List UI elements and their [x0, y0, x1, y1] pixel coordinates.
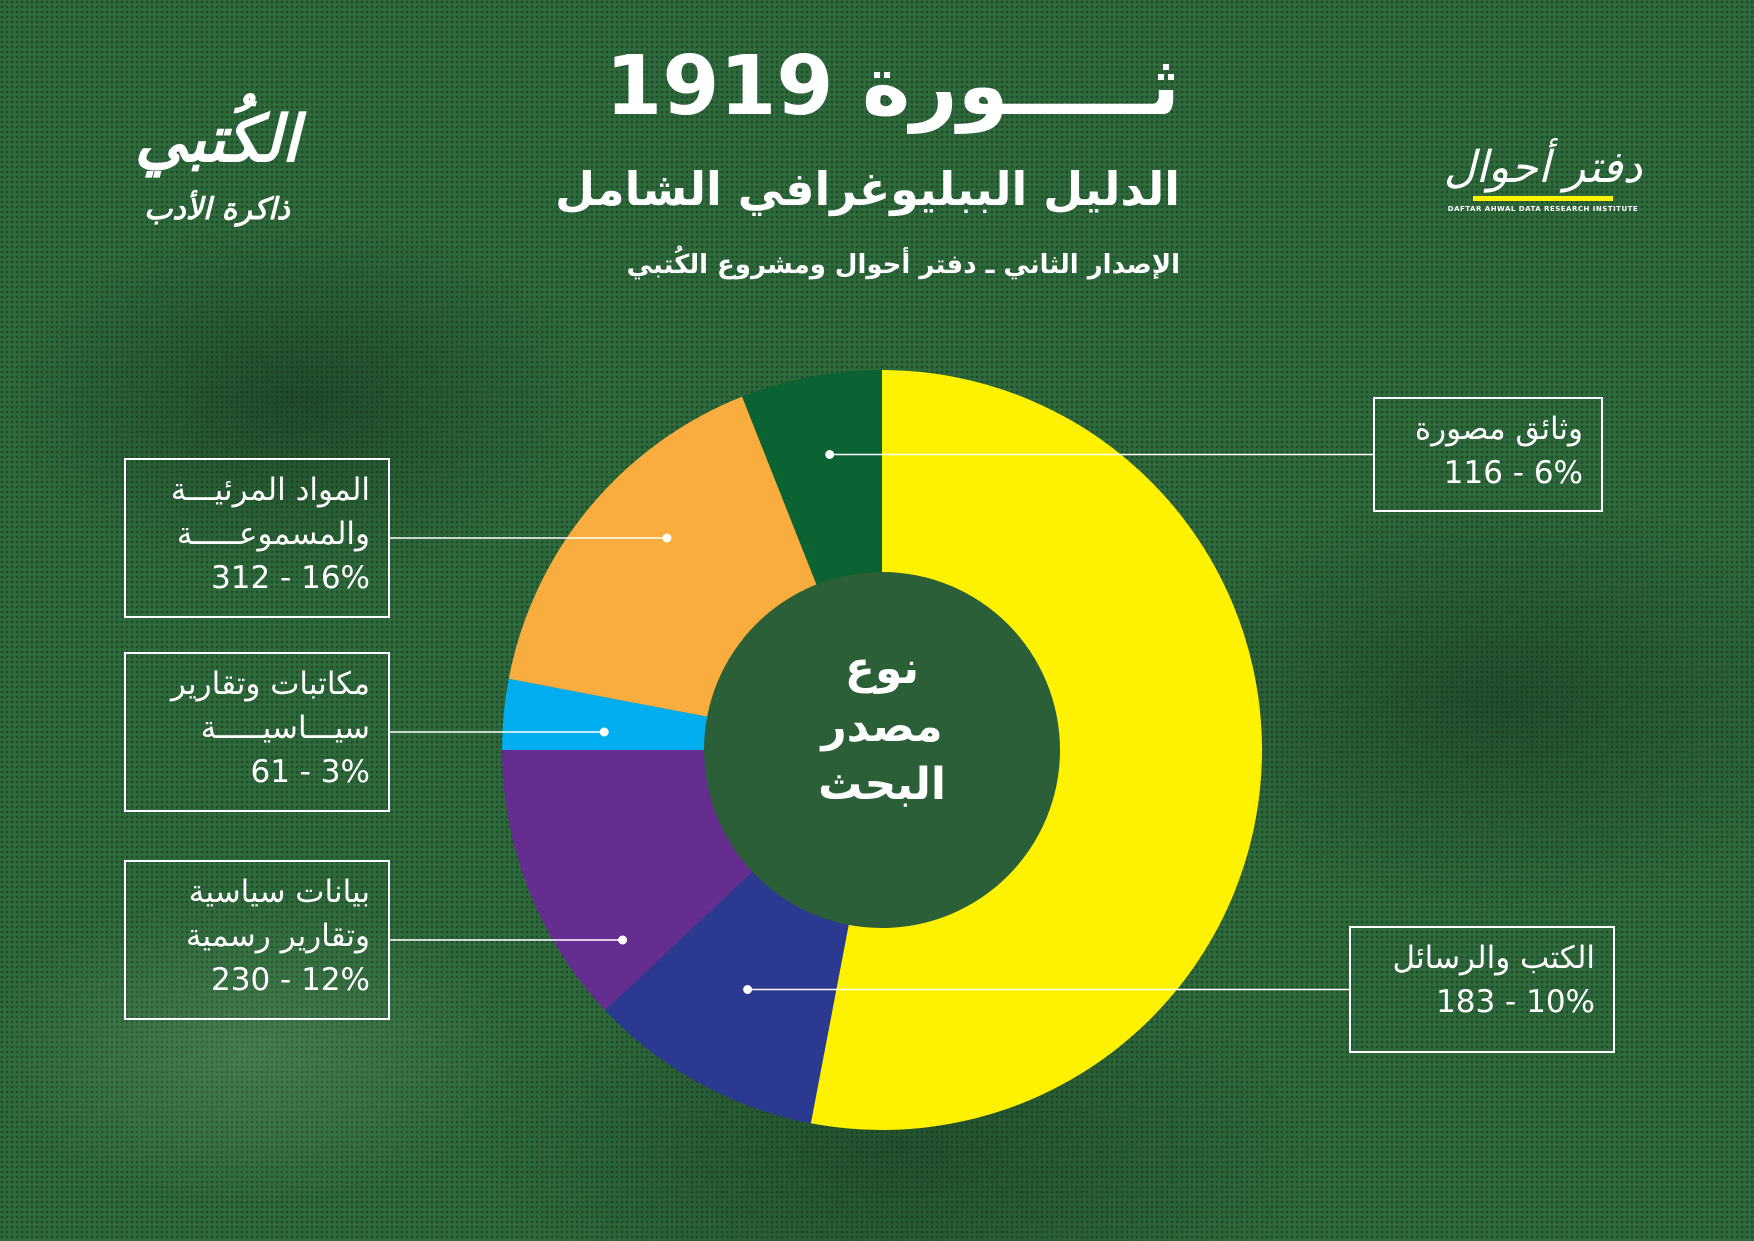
center-label-line-2: مصدر	[821, 701, 943, 752]
leader-dot-3	[618, 935, 628, 945]
chart-subtitle: الدليل الببليوغرافي الشامل	[555, 162, 1180, 216]
callout-correspondence-label-1: مكاتبات وتقارير	[170, 666, 370, 702]
kotobi-logo: الكُتبي ذاكرة الأدب	[112, 95, 322, 275]
callout-documents-value: 116 - 6%	[1443, 455, 1583, 491]
kotobi-logo-name: الكُتبي	[134, 102, 300, 177]
daftar-ahwal-logo: دفتر أحوال DAFTAR AHWAL DATA RESEARCH IN…	[1428, 140, 1658, 220]
center-label-line-3: البحث	[818, 759, 946, 810]
donut-center-label: نوع مصدر البحث	[762, 640, 1002, 814]
callout-books-label: الكتب والرسائل	[1392, 940, 1595, 976]
callout-visual: المواد المرئيـــة والمسموعـــــة 312 - 1…	[124, 458, 390, 618]
callout-books: الكتب والرسائل 183 - 10%	[1349, 926, 1615, 1053]
callout-statements-value: 230 - 12%	[211, 962, 370, 998]
callout-visual-value: 312 - 16%	[211, 560, 370, 596]
leader-dot-0	[825, 450, 835, 459]
center-label-line-1: نوع	[844, 643, 920, 694]
daftar-ahwal-logo-caption: DAFTAR AHWAL DATA RESEARCH INSTITUTE	[1447, 205, 1639, 213]
donut-hole	[704, 572, 1060, 928]
callout-visual-label-2: والمسموعـــــة	[176, 516, 370, 552]
daftar-ahwal-logo-name: دفتر أحوال	[1443, 142, 1643, 193]
callout-books-value: 183 - 10%	[1436, 984, 1595, 1020]
callout-correspondence-value: 61 - 3%	[250, 754, 370, 790]
callout-statements: بيانات سياسية وتقارير رسمية 230 - 12%	[124, 860, 390, 1020]
leader-dot-2	[599, 727, 609, 737]
leader-dot-4	[743, 985, 753, 994]
kotobi-logo-tagline: ذاكرة الأدب	[144, 192, 290, 227]
callout-correspondence-label-2: سيـــاسيـــــة	[200, 710, 370, 746]
callout-visual-label-1: المواد المرئيـــة	[170, 472, 370, 508]
callout-documents: وثائق مصورة 116 - 6%	[1373, 397, 1603, 512]
edition-line: الإصدار الثاني ـ دفتر أحوال ومشروع الكُت…	[626, 250, 1180, 280]
callout-statements-label-2: وتقارير رسمية	[185, 918, 370, 954]
daftar-ahwal-logo-bar	[1473, 196, 1613, 201]
chart-title: ثـــــورة 1919	[605, 39, 1180, 134]
leader-dot-1	[662, 533, 672, 543]
callout-statements-label-1: بيانات سياسية	[188, 874, 370, 910]
callout-documents-label: وثائق مصورة	[1414, 411, 1583, 447]
callout-correspondence: مكاتبات وتقارير سيـــاسيـــــة 61 - 3%	[124, 652, 390, 812]
leader-lines	[390, 450, 1373, 994]
